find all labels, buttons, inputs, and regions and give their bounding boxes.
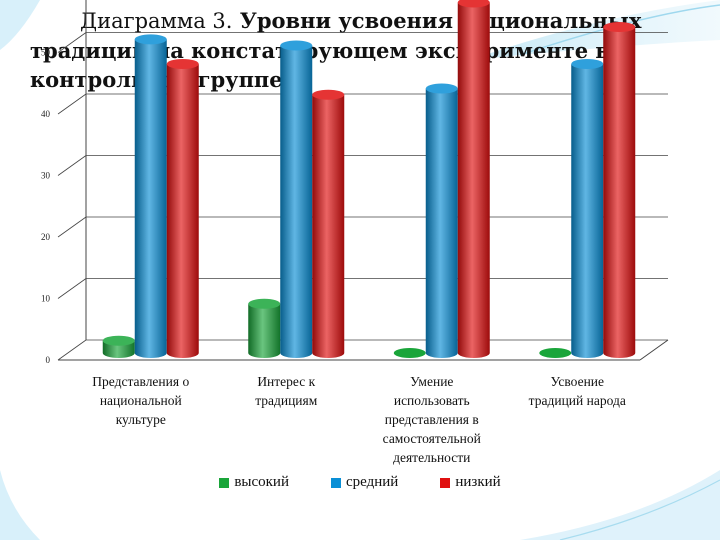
bar-высокий bbox=[248, 298, 281, 358]
slide-title-prefix: Диаграмма 3. bbox=[80, 9, 233, 33]
bar-body bbox=[280, 45, 313, 358]
bar-top bbox=[102, 335, 135, 346]
gridline-depth bbox=[57, 32, 87, 53]
bar-body bbox=[248, 303, 281, 358]
bar-top bbox=[571, 58, 604, 69]
bar-низкий bbox=[603, 22, 636, 359]
slide-title-main: Уровни усвоения национальных традиций на… bbox=[30, 8, 642, 92]
bar-body bbox=[312, 94, 345, 358]
y-tick-label: 50 bbox=[41, 48, 51, 58]
bar-top bbox=[248, 298, 281, 309]
legend-label: высокий bbox=[234, 474, 289, 490]
top-right-swoosh-line bbox=[519, 4, 720, 56]
legend-item: низкий bbox=[440, 474, 501, 491]
y-tick-label: 30 bbox=[41, 171, 51, 181]
slide-title: Диаграмма 3. Уровни усвоения национальны… bbox=[30, 6, 680, 94]
bottom-right-swoosh bbox=[520, 470, 720, 540]
y-axis-ticks: 0102030405060 bbox=[41, 48, 51, 366]
bar-top bbox=[166, 58, 199, 69]
category-label: Представления о национальной культуре bbox=[92, 374, 189, 427]
bottom-right-swoosh-line bbox=[559, 479, 720, 540]
bar-низкий bbox=[457, 0, 490, 358]
y-tick-label: 20 bbox=[41, 232, 51, 242]
bar-высокий bbox=[393, 348, 426, 358]
bar-низкий bbox=[312, 89, 345, 358]
bar-body bbox=[603, 27, 636, 359]
chart-legend: высокий средний низкий bbox=[0, 474, 720, 491]
gridline-depth bbox=[57, 155, 87, 176]
bar-средний bbox=[425, 83, 458, 359]
legend-swatch bbox=[219, 477, 230, 488]
floor-right-edge bbox=[639, 339, 669, 361]
bottom-left-swoosh bbox=[0, 470, 40, 540]
legend-swatch bbox=[440, 477, 451, 488]
x-axis-categories: Представления о национальной культуре Интер… bbox=[92, 374, 626, 465]
legend-label: средний bbox=[346, 474, 399, 490]
bar-top bbox=[393, 348, 426, 358]
y-tick-label: 10 bbox=[41, 294, 51, 304]
top-left-swoosh bbox=[0, 0, 40, 50]
bar-средний bbox=[134, 34, 167, 358]
bar-средний bbox=[571, 58, 604, 358]
chart-bars bbox=[102, 0, 636, 359]
bar-top bbox=[603, 22, 636, 33]
legend-item: средний bbox=[331, 474, 398, 491]
legend-swatch bbox=[331, 477, 341, 488]
gridline-depth bbox=[57, 339, 87, 361]
bar-body bbox=[425, 88, 458, 359]
gridline-depth bbox=[57, 93, 87, 115]
gridline-depth bbox=[57, 278, 87, 299]
gridline-depth bbox=[57, 216, 87, 238]
bar-top bbox=[312, 89, 345, 100]
bar-низкий bbox=[166, 58, 199, 358]
bar-top bbox=[539, 348, 572, 358]
bar-top bbox=[457, 0, 490, 8]
bar-body bbox=[457, 2, 490, 358]
bar-body bbox=[571, 63, 604, 358]
category-label: Усвоение традиций народа bbox=[529, 374, 626, 408]
bar-top bbox=[425, 83, 458, 94]
bar-средний bbox=[280, 40, 313, 358]
bar-высокий bbox=[539, 348, 572, 358]
top-right-swoosh bbox=[470, 0, 720, 60]
bar-body bbox=[134, 39, 167, 358]
y-tick-label: 40 bbox=[41, 109, 51, 119]
bar-высокий bbox=[102, 335, 135, 358]
bar-body bbox=[166, 63, 199, 358]
y-tick-label: 0 bbox=[46, 355, 51, 365]
bar-top bbox=[134, 34, 167, 45]
bar-top bbox=[280, 40, 313, 51]
category-label: Умение использовать представления в самосто… bbox=[383, 374, 481, 465]
legend-label: низкий bbox=[455, 474, 501, 490]
category-label: Интерес к традициям bbox=[255, 374, 318, 408]
legend-item: высокий bbox=[219, 474, 289, 491]
